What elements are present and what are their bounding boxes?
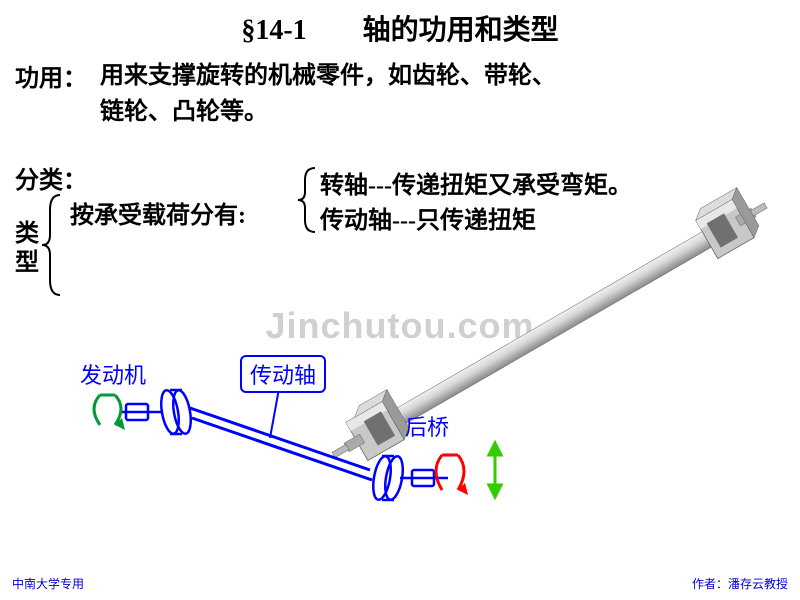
byload-text: 按承受载荷分有: [70,195,246,230]
shaft-type-2: 传动轴---只传递扭矩 [320,200,536,235]
function-label: 功用： [15,58,87,93]
section-title: §14-1 轴的功用和类型 [0,0,800,48]
engine-label: 发动机 [80,358,146,390]
shaft-type-1: 转轴---传递扭矩又承受弯矩。 [320,165,632,200]
watermark: Jinchutou.com [265,305,534,347]
rearaxle-label: 后桥 [405,410,449,442]
footer-right: 作者：潘存云教授 [692,575,788,592]
classification-label: 分类： [15,160,87,195]
footer-left: 中南大学专用 [12,575,84,592]
function-text: 用来支撑旋转的机械零件，如齿轮、带轮、链轮、凸轮等。 [100,58,556,130]
driveshaft-label: 传动轴 [240,355,326,393]
type-vertical-label: 类型 [15,220,39,278]
